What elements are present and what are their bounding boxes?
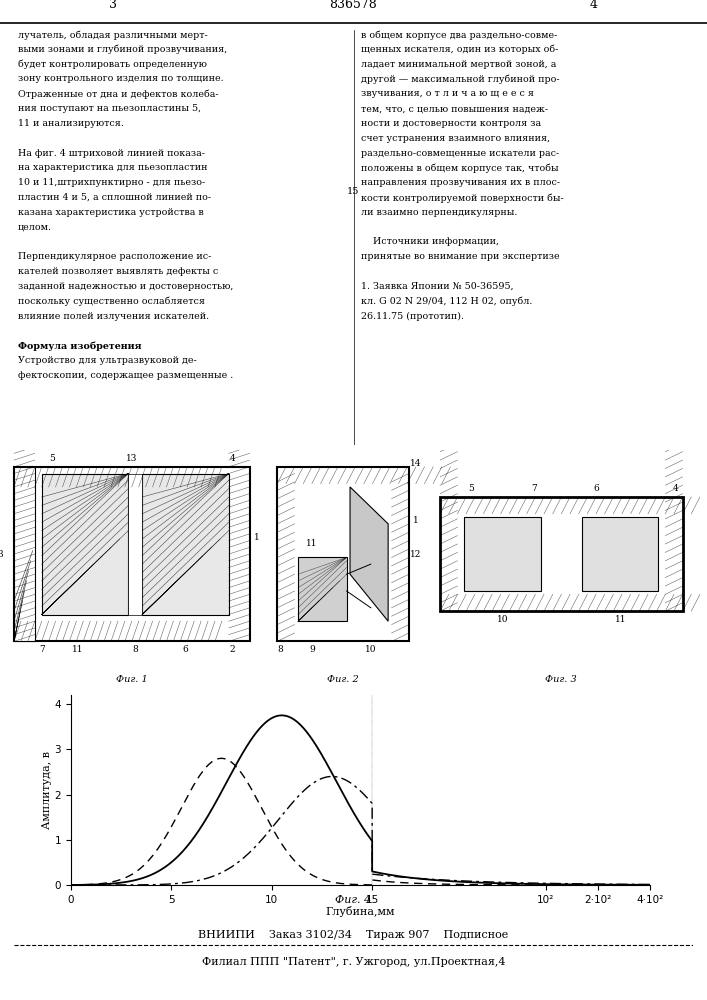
Text: 4: 4 [229, 454, 235, 463]
Text: тем, что, с целью повышения надеж-: тем, что, с целью повышения надеж- [361, 104, 548, 113]
Text: кл. G 02 N 29/04, 112 H 02, опубл.: кл. G 02 N 29/04, 112 H 02, опубл. [361, 297, 532, 306]
Text: счет устранения взаимного влияния,: счет устранения взаимного влияния, [361, 134, 550, 143]
Text: поскольку существенно ослабляется: поскольку существенно ослабляется [18, 297, 204, 306]
Text: положены в общем корпусе так, чтобы: положены в общем корпусе так, чтобы [361, 163, 559, 173]
Text: 13: 13 [126, 454, 137, 463]
Text: 5: 5 [49, 454, 55, 463]
Text: выми зонами и глубиной прозвучивания,: выми зонами и глубиной прозвучивания, [18, 45, 227, 54]
Text: на характеристика для пьезопластин: на характеристика для пьезопластин [18, 163, 207, 172]
Text: Фиг. 2: Фиг. 2 [327, 675, 359, 684]
Text: 10 и 11,штрихпунктирно - для пьезо-: 10 и 11,штрихпунктирно - для пьезо- [18, 178, 205, 187]
Text: 10: 10 [497, 615, 508, 624]
Text: заданной надежностью и достоверностью,: заданной надежностью и достоверностью, [18, 282, 233, 291]
Bar [14, 467, 250, 641]
Text: звучивания, о т л и ч а ю щ е е с я: звучивания, о т л и ч а ю щ е е с я [361, 89, 534, 98]
Text: другой — максимальной глубиной про-: другой — максимальной глубиной про- [361, 74, 559, 84]
Text: 9: 9 [309, 645, 315, 654]
Text: 3: 3 [0, 550, 3, 559]
Text: 11 и анализируются.: 11 и анализируются. [18, 119, 124, 128]
Text: 5: 5 [468, 484, 474, 493]
Text: ВНИИПИ    Заказ 3102/34    Тираж 907    Подписное: ВНИИПИ Заказ 3102/34 Тираж 907 Подписное [199, 930, 508, 940]
Text: 7: 7 [39, 645, 45, 654]
Bar [440, 497, 682, 611]
Bar [277, 467, 409, 641]
Text: щенных искателя, один из которых об-: щенных искателя, один из которых об- [361, 45, 558, 54]
Text: 14: 14 [410, 459, 421, 468]
Text: 8: 8 [278, 645, 284, 654]
Text: ности и достоверности контроля за: ности и достоверности контроля за [361, 119, 541, 128]
Text: целом.: целом. [18, 223, 52, 232]
Text: Источники информации,: Источники информации, [361, 237, 498, 246]
Text: зону контрольного изделия по толщине.: зону контрольного изделия по толщине. [18, 74, 223, 83]
Text: 15: 15 [347, 187, 360, 196]
Bar [464, 517, 541, 591]
Text: 11: 11 [614, 615, 626, 624]
Text: 8: 8 [132, 645, 138, 654]
Bar [128, 474, 142, 614]
Text: фектоскопии, содержащее размещенные .: фектоскопии, содержащее размещенные . [18, 371, 233, 380]
Text: Фиг. 4: Фиг. 4 [335, 895, 372, 905]
Text: будет контролировать определенную: будет контролировать определенную [18, 60, 206, 69]
Text: 11: 11 [306, 540, 317, 548]
Text: 7: 7 [531, 484, 537, 493]
Text: кателей позволяет выявлять дефекты с: кателей позволяет выявлять дефекты с [18, 267, 218, 276]
Polygon shape [350, 487, 388, 621]
Text: Фиг. 1: Фиг. 1 [116, 675, 148, 684]
Text: 1: 1 [254, 533, 259, 542]
Text: Формула изобретения: Формула изобретения [18, 341, 141, 351]
Text: Филиал ППП "Патент", г. Ужгород, ул.Проектная,4: Филиал ППП "Патент", г. Ужгород, ул.Прое… [201, 957, 506, 967]
Text: влияние полей излучения искателей.: влияние полей излучения искателей. [18, 312, 209, 321]
Bar [14, 467, 35, 641]
Text: 4: 4 [673, 484, 679, 493]
Text: раздельно-совмещенные искатели рас-: раздельно-совмещенные искатели рас- [361, 149, 559, 158]
Text: лучатель, обладая различными мерт-: лучатель, обладая различными мерт- [18, 30, 207, 39]
Text: 6: 6 [593, 484, 599, 493]
Text: ния поступают на пьезопластины 5,: ния поступают на пьезопластины 5, [18, 104, 201, 113]
Text: направления прозвучивания их в плос-: направления прозвучивания их в плос- [361, 178, 560, 187]
Text: Перпендикулярное расположение ис-: Перпендикулярное расположение ис- [18, 252, 211, 261]
Text: пластин 4 и 5, а сплошной линией по-: пластин 4 и 5, а сплошной линией по- [18, 193, 211, 202]
Text: 10: 10 [365, 645, 377, 654]
Text: 4: 4 [590, 0, 598, 11]
Bar [42, 474, 128, 614]
Text: 1. Заявка Японии № 50-36595,: 1. Заявка Японии № 50-36595, [361, 282, 513, 291]
Text: ли взаимно перпендикулярны.: ли взаимно перпендикулярны. [361, 208, 517, 217]
Text: кости контролируемой поверхности бы-: кости контролируемой поверхности бы- [361, 193, 563, 203]
X-axis label: Глубина,мм: Глубина,мм [326, 906, 395, 917]
Text: Фиг. 3: Фиг. 3 [546, 675, 577, 684]
Text: принятые во внимание при экспертизе: принятые во внимание при экспертизе [361, 252, 559, 261]
Y-axis label: Амплитуда, в: Амплитуда, в [42, 751, 52, 829]
Text: 6: 6 [182, 645, 188, 654]
Text: 2: 2 [230, 645, 235, 654]
Text: 12: 12 [410, 550, 421, 559]
Text: 11: 11 [72, 645, 84, 654]
Text: 836578: 836578 [329, 0, 378, 11]
Text: в общем корпусе два раздельно-совме-: в общем корпусе два раздельно-совме- [361, 30, 557, 39]
Text: ладает минимальной мертвой зоной, а: ладает минимальной мертвой зоной, а [361, 60, 556, 69]
Bar [142, 474, 229, 614]
Text: 1: 1 [413, 516, 419, 525]
Text: Отраженные от дна и дефектов колеба-: Отраженные от дна и дефектов колеба- [18, 89, 218, 99]
Text: казана характеристика устройства в: казана характеристика устройства в [18, 208, 204, 217]
Bar [582, 517, 658, 591]
Text: На фиг. 4 штриховой линией показа-: На фиг. 4 штриховой линией показа- [18, 149, 204, 158]
Text: 3: 3 [109, 0, 117, 11]
Polygon shape [298, 557, 346, 621]
Text: 26.11.75 (прототип).: 26.11.75 (прототип). [361, 312, 464, 321]
Text: Устройство для ультразвуковой де-: Устройство для ультразвуковой де- [18, 356, 197, 365]
